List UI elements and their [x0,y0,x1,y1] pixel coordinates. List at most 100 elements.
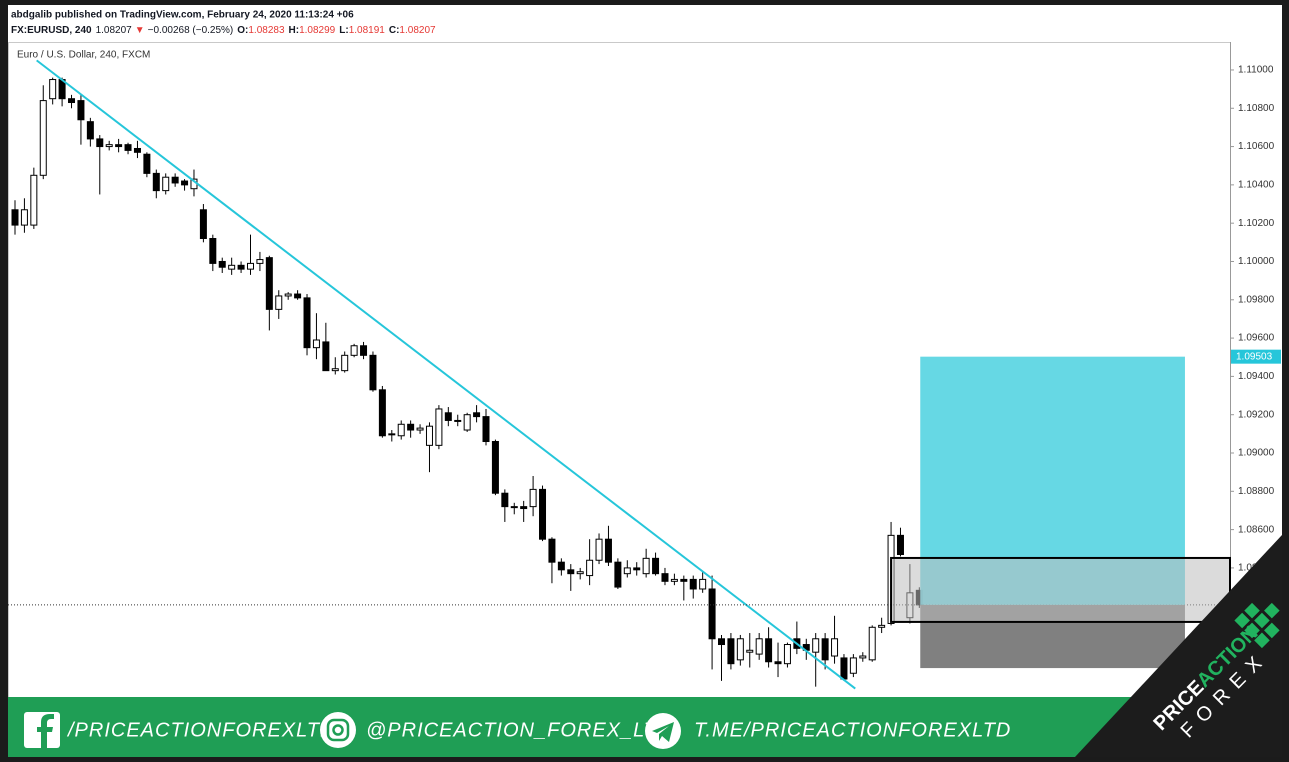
candle-body [878,624,886,628]
candle-body [623,567,631,575]
candle-body [360,345,368,356]
candle-body [275,295,283,310]
logo-diamond [1254,632,1270,649]
y-tick-label: 1.09400 [1238,371,1275,382]
candle-body [96,138,104,148]
y-tick-label: 1.10800 [1238,103,1275,114]
candle-body [840,657,848,680]
candle-body [520,506,528,510]
candle-body [218,260,226,268]
candle-body [124,144,132,151]
candle-body [388,433,396,436]
y-tick-label: 1.09600 [1238,333,1275,344]
candle-body [604,538,612,563]
candle-body [831,638,839,657]
candle-body [491,441,499,494]
chart-title: Euro / U.S. Dollar, 240, FXCM [17,50,150,61]
candle-body [746,649,754,653]
candle-body [331,368,339,372]
candle-body [896,534,904,556]
candle-body [529,488,537,508]
logo-diamond [1254,612,1270,629]
candle-body [595,538,603,561]
instagram-handle: @PRICEACTION_FOREX_LTD [366,719,672,741]
target-badge [1231,349,1281,364]
candle-body [670,578,678,582]
candle-body [567,569,575,575]
candle-body [322,341,330,372]
trend-line [36,59,856,690]
candle-body [171,176,179,184]
candle-body [68,98,76,104]
candle-body [435,408,443,446]
candle-body [708,588,716,640]
candle-body [86,121,94,140]
candle-body [689,578,697,590]
y-tick-label: 1.10000 [1238,256,1275,267]
candle-body [727,638,735,665]
candle-body [482,416,490,443]
candle-body [812,638,820,653]
telegram-handle: T.ME/PRICEACTIONFOREXLTD [694,719,1011,741]
candle-body [284,293,292,297]
candle-body [783,644,791,665]
target-label: 1.09503 [1236,351,1273,362]
zone [890,556,1231,623]
symbol-line: FX:EURUSD, 240 1.08207 ▼ −0.00268 (−0.25%) O… [11,25,436,36]
ohlc-label: L: [339,25,348,36]
candle-body [265,257,273,310]
candle-body [11,209,19,226]
candle-body [378,389,386,437]
candle-body [510,506,518,509]
candle-body [350,345,358,356]
candle-body [247,262,254,270]
ohlc-value: 1.08283 [248,25,285,36]
candle-body [868,626,876,661]
plot: 1.11000 1.10800 1.10600 1.10400 1.10200 1.100… [8,59,1281,690]
candle-body [397,423,405,437]
candle-body [237,264,245,270]
ohlc-label: H: [289,25,300,36]
candle-body [774,661,782,665]
candle-body [77,100,85,121]
candle-body [586,559,594,577]
candle-body [181,180,189,186]
candle-body [20,209,28,226]
logo-corner [1075,535,1282,757]
candle-body [39,100,47,176]
candle-body [49,79,57,100]
telegram-glyph [652,722,674,742]
candle-body [652,557,660,575]
candle-body [755,638,763,655]
candle-body [341,354,349,372]
candle-body [152,172,160,192]
candle-body [105,144,113,148]
candle-body [143,153,151,174]
candle-body [133,147,141,153]
symbol: FX:EURUSD, 240 [11,25,92,36]
facebook-glyph [37,714,54,748]
candle-body [859,655,867,659]
instagram-glyph [326,718,350,742]
ohlc-label: O: [237,25,248,36]
overlay: /PRICEACTIONFOREXLTD @PRICEACTION_FOREX_… [8,535,1282,757]
candle-body [294,293,302,299]
candle-body [425,425,433,446]
footer-bar [8,697,1282,757]
candle-body [576,571,584,575]
candle-body [369,354,377,391]
candle-body [256,259,264,264]
y-tick-label: 1.09000 [1238,448,1275,459]
candle-body [821,638,829,661]
candle-body [454,419,462,422]
change: −0.00268 (−0.25%) [148,25,234,36]
ohlc-value: 1.08299 [299,25,336,36]
y-tick-label: 1.08600 [1238,524,1275,535]
candle-body [661,573,669,582]
y-tick-label: 1.10600 [1238,141,1275,152]
candle-body [539,488,547,540]
candle-body [228,264,236,270]
candle-body [407,423,415,431]
candle-body [162,176,170,192]
facebook-handle: /PRICEACTIONFOREXLTD [66,719,335,741]
